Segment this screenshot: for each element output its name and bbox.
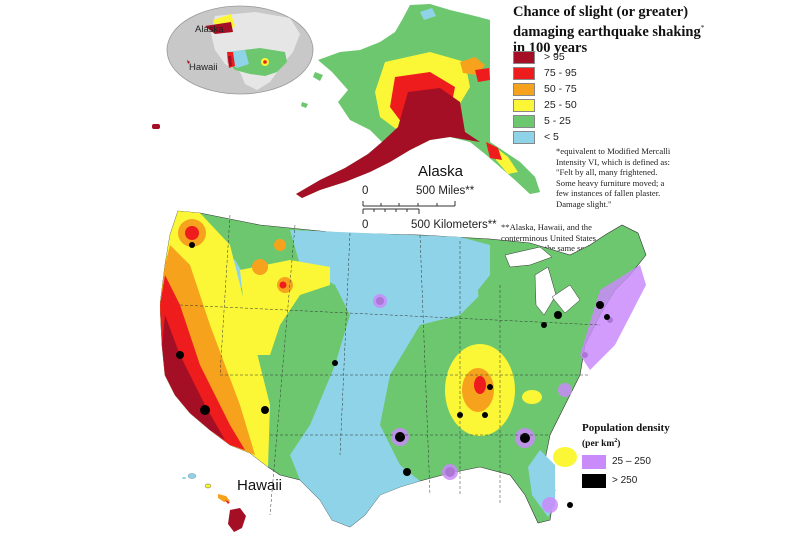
footnote-line: *equivalent to Modified Mercalli <box>556 146 671 156</box>
footnote-line: "Felt by all, many frightened. <box>556 167 658 177</box>
legend-swatch <box>513 98 535 112</box>
legend-label: 25 - 50 <box>544 99 577 111</box>
population-legend-item: > 250 <box>582 471 670 490</box>
legend-item: 5 - 25 <box>513 113 577 129</box>
scale-km-label: 500 Kilometers** <box>411 219 497 231</box>
aleutian-island <box>152 124 160 129</box>
legend-label: 75 - 95 <box>544 67 577 79</box>
scale-bar: 0 500 Miles** 0 500 Kilometers** <box>360 185 500 235</box>
mercalli-footnote: *equivalent to Modified Mercalli Intensi… <box>556 146 806 209</box>
legend-label: > 95 <box>544 51 565 63</box>
legend-label: 50 - 75 <box>544 83 577 95</box>
legend-swatch <box>513 130 535 144</box>
population-legend-title: Population density <box>582 422 670 434</box>
conterminous-us-map <box>160 205 650 535</box>
population-legend-item: 25 – 250 <box>582 452 670 471</box>
legend-label: < 5 <box>544 131 559 143</box>
alaska-map <box>290 2 570 202</box>
legend-title-marker: * <box>700 24 705 32</box>
legend-item: > 95 <box>513 49 577 65</box>
legend-item: < 5 <box>513 129 577 145</box>
legend-item: 25 - 50 <box>513 97 577 113</box>
scale-miles-label: 500 Miles** <box>416 185 475 197</box>
locator-globe-inset: Alaska Hawaii <box>165 4 315 96</box>
scale-miles-zero: 0 <box>362 185 369 197</box>
shaking-legend: > 95 75 - 95 50 - 75 25 - 50 5 - 25 < 5 <box>513 49 577 145</box>
footnote-line: Damage slight." <box>556 198 612 209</box>
population-legend-subtitle: (per km2) <box>582 438 670 449</box>
population-legend: Population density (per km2) 25 – 250 > … <box>582 422 670 490</box>
hawaii-map <box>180 470 250 535</box>
subtitle-suffix: ) <box>617 439 621 450</box>
inset-alaska-label: Alaska <box>195 24 224 35</box>
subtitle-prefix: (per km <box>582 439 615 450</box>
population-swatch <box>582 454 606 469</box>
alaska-label: Alaska <box>418 163 464 180</box>
subtitle-sup: 2 <box>614 438 618 444</box>
legend-swatch <box>513 66 535 80</box>
footnote-line: Some heavy furniture moved; a <box>556 177 665 188</box>
legend-swatch <box>513 50 535 64</box>
footnote-line: few instances of fallen plaster. <box>556 188 661 198</box>
population-label: > 250 <box>612 475 638 487</box>
hawaii-label: Hawaii <box>237 477 283 494</box>
legend-item: 75 - 95 <box>513 65 577 81</box>
legend-label: 5 - 25 <box>544 115 571 127</box>
footnote-line: **Alaska, Hawaii, and the <box>501 222 592 232</box>
inset-hawaii-label: Hawaii <box>189 62 218 73</box>
legend-swatch <box>513 82 535 96</box>
legend-title-line: Chance of slight (or greater) <box>513 4 689 20</box>
scale-km-zero: 0 <box>362 219 369 231</box>
footnote-line: conterminous United States <box>501 232 596 243</box>
legend-title-line: damaging earthquake shaking <box>513 23 701 40</box>
population-label: 25 – 250 <box>612 456 651 468</box>
footnote-line: Intensity VI, which is defined as: <box>556 156 670 167</box>
legend-swatch <box>513 114 535 128</box>
population-swatch <box>582 473 606 488</box>
legend-item: 50 - 75 <box>513 81 577 97</box>
